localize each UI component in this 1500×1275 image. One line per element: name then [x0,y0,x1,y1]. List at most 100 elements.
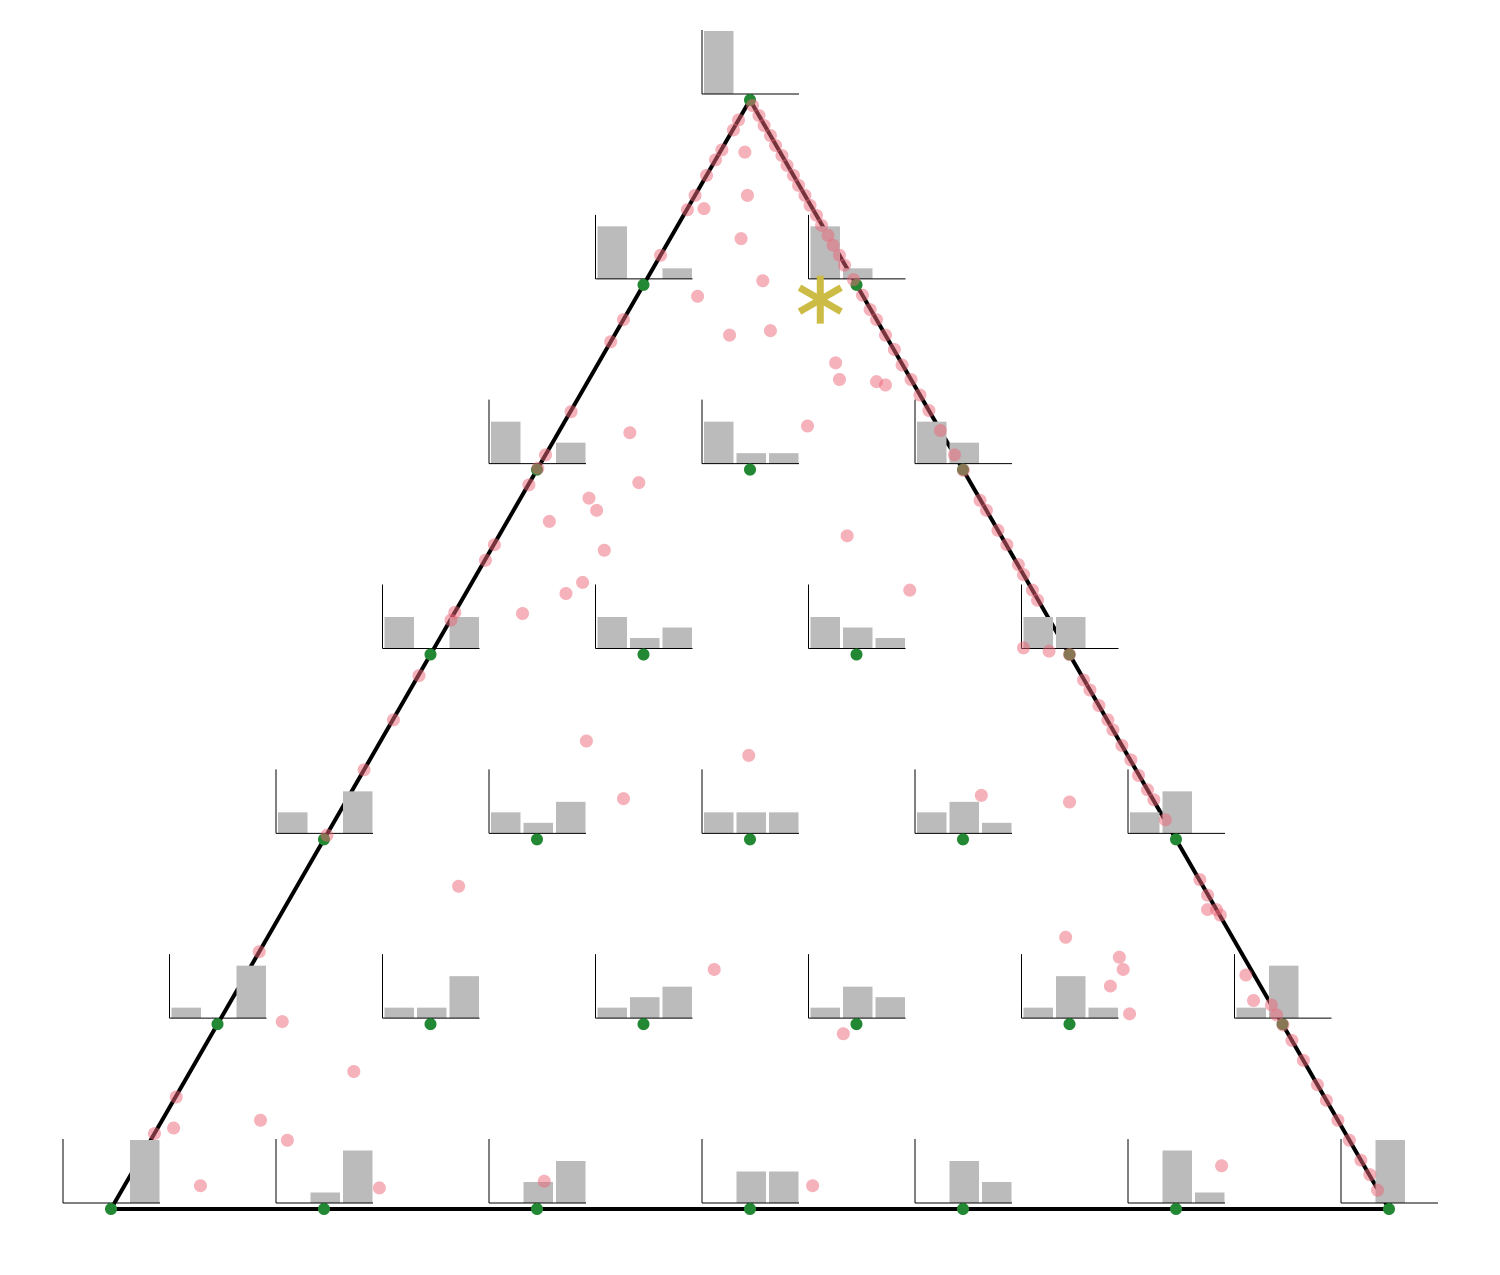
histogram [808,584,906,649]
scatter-point [803,198,817,212]
scatter-point [786,168,800,182]
scatter-point [320,828,334,842]
scatter-point [1083,683,1097,697]
grid-node [1383,1203,1395,1215]
hist-bar [384,1007,414,1019]
scatter-point [1247,994,1261,1008]
scatter-point [542,514,556,528]
scatter-point [616,792,630,806]
hist-bar [491,421,521,464]
scatter-point [769,138,783,152]
scatter-point [590,503,604,517]
scatter-point [832,248,846,262]
hist-bar [1056,976,1086,1019]
scatter-point [746,99,760,113]
grid-node [531,1203,543,1215]
scatter-point [740,188,754,202]
scatter-point [1063,795,1076,809]
scatter-point [1264,998,1278,1012]
scatter-point [855,288,869,302]
grid-node [744,463,756,476]
hist-bar [1023,617,1053,649]
scatter-point [904,372,918,386]
hist-bar [449,976,479,1019]
scatter-point [412,669,426,683]
grid-node [637,278,650,291]
hist-bar [630,997,660,1019]
scatter-point [878,328,892,342]
scatter-point [707,962,721,976]
hist-bar [597,226,627,279]
scatter-point [1270,1008,1284,1022]
scatter-point [1319,1093,1333,1107]
histogram [914,769,1012,834]
hist-bar [491,812,521,834]
scatter-point [838,258,852,272]
histogram [275,769,373,834]
scatter-point [792,178,806,192]
scatter-point [1106,723,1120,737]
histogram [1021,584,1119,649]
scatter-point [688,188,702,202]
histogram [488,1139,586,1204]
scatter-point [1331,1113,1345,1127]
histogram [1127,1139,1225,1204]
grid-node [1063,1018,1076,1031]
scatter-point [775,148,789,162]
scatter-point [731,113,745,127]
grid-node [105,1203,117,1215]
grid-node [1170,1203,1182,1215]
hist-bar [982,822,1012,834]
scatter-point [757,119,771,133]
simplex-outline [107,95,1393,1211]
scatter-point [913,388,927,402]
scatter-point [193,1179,207,1193]
scatter-point [973,493,987,507]
scatter-point [1213,908,1227,922]
scatter-point [1201,888,1215,902]
hist-bar [949,1161,979,1203]
scatter-point [623,426,637,440]
hist-bar [236,965,266,1019]
hist-bar [843,986,873,1019]
scatter-point [878,378,892,392]
hist-bar [1236,1007,1266,1019]
scatter-point [1115,738,1129,752]
histogram [1021,954,1119,1019]
histogram [169,954,267,1019]
scatter-point [1112,950,1126,964]
scatter-point [372,1181,386,1195]
scatter-point [715,143,729,157]
hist-bar [1088,1007,1118,1019]
hist-bar [278,812,308,834]
scatter-point [956,463,970,477]
histogram [595,954,693,1019]
hist-bar [343,1150,373,1203]
hist-bar [662,627,692,649]
scatter-point [798,188,812,202]
scatter-point [616,313,630,327]
hist-bar [556,801,586,834]
hist-bar [736,1171,766,1203]
hist-bar [1130,812,1160,834]
hist-bar [171,1007,201,1019]
grid-node [957,1203,969,1215]
histogram [595,584,693,649]
hist-bar [843,627,873,649]
hist-bar [704,31,734,94]
grid-node [850,648,863,661]
scatter-point [991,523,1005,537]
hist-bar [1195,1192,1225,1203]
scatter-point [836,1027,850,1041]
hist-bar [556,442,586,464]
hist-bar [769,1171,799,1203]
hist-bar [1162,791,1192,834]
hist-bar [1162,1150,1192,1203]
hist-bar [704,421,734,464]
scatter-point [947,448,961,462]
hist-bar [630,638,660,649]
scatter-point [347,1064,361,1078]
scatter-point [734,232,748,246]
scatter-point [832,372,846,386]
scatter-point [1077,673,1091,687]
